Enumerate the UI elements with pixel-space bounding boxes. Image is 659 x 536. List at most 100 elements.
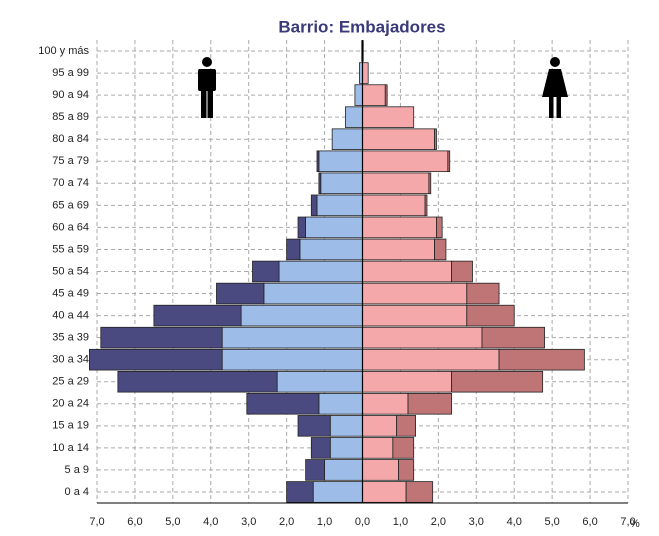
bar	[216, 282, 265, 305]
y-tick-label: 20 a 24	[52, 398, 89, 410]
x-tick-label: 6,0	[582, 516, 597, 528]
bar	[324, 459, 363, 481]
x-axis-label: %	[630, 518, 640, 530]
y-tick-label: 40 a 44	[52, 310, 89, 322]
x-tick-label: 6,0	[127, 516, 142, 528]
y-tick-label: 65 a 69	[52, 199, 89, 211]
bar	[362, 84, 386, 106]
bar	[451, 370, 544, 393]
female-icon	[542, 57, 568, 118]
bar	[331, 128, 363, 150]
bar	[498, 348, 585, 371]
x-tick-label: 4,0	[507, 516, 522, 528]
bar	[362, 282, 468, 305]
bar	[362, 459, 399, 481]
bar	[246, 393, 320, 415]
bar	[320, 172, 363, 195]
bar	[424, 194, 428, 217]
bar	[221, 326, 363, 349]
x-tick-label: 1,0	[393, 516, 408, 528]
bar	[286, 238, 301, 261]
x-tick-label: 3,0	[469, 516, 484, 528]
x-tick-label: 7,0	[89, 516, 104, 528]
bar	[362, 172, 430, 195]
bar	[345, 106, 363, 128]
x-tick-label: 5,0	[165, 516, 180, 528]
y-tick-label: 35 a 39	[52, 332, 89, 344]
icons	[198, 57, 568, 118]
bar	[407, 393, 453, 415]
bar	[312, 481, 363, 503]
bar	[89, 348, 223, 371]
bar	[297, 415, 331, 437]
male-icon	[198, 57, 216, 118]
bar	[362, 150, 449, 173]
bar	[286, 481, 314, 503]
y-tick-label: 75 a 79	[52, 155, 89, 167]
y-tick-label: 50 a 54	[52, 265, 89, 277]
bar	[362, 194, 426, 217]
x-tick-label: 5,0	[544, 516, 559, 528]
bar	[297, 216, 307, 239]
y-tick-label: 70 a 74	[52, 177, 89, 189]
x-tick-label: 2,0	[279, 516, 294, 528]
bar	[362, 415, 398, 437]
bar	[310, 437, 331, 459]
bar	[329, 437, 363, 459]
bar	[428, 172, 432, 195]
chart-title: Barrio: Embajadores	[278, 17, 445, 36]
bar	[318, 172, 322, 195]
bar	[466, 282, 500, 305]
bar	[362, 238, 435, 261]
bar	[396, 415, 416, 437]
y-tick-label: 55 a 59	[52, 243, 89, 255]
bar	[278, 260, 363, 283]
bar	[434, 128, 437, 150]
bar	[318, 150, 363, 173]
bar	[305, 459, 325, 481]
bar	[276, 370, 363, 393]
bar	[221, 348, 363, 371]
y-tick-label: 30 a 34	[52, 354, 89, 366]
bar	[362, 106, 415, 128]
y-tick-label: 95 a 99	[52, 67, 89, 79]
y-tick-label: 0 a 4	[65, 486, 89, 498]
bar	[436, 216, 443, 239]
bar	[362, 216, 437, 239]
bar	[362, 370, 453, 393]
bar	[362, 304, 468, 327]
x-tick-label: 4,0	[203, 516, 218, 528]
bar	[329, 415, 363, 437]
bar	[100, 326, 223, 349]
x-tick-label: 3,0	[241, 516, 256, 528]
bar	[305, 216, 363, 239]
bar	[362, 393, 409, 415]
bar	[362, 62, 369, 84]
bar	[354, 84, 363, 106]
y-tick-label: 5 a 9	[65, 464, 89, 476]
bar	[481, 326, 545, 349]
bar	[310, 194, 318, 217]
y-tick-label: 85 a 89	[52, 111, 89, 123]
bar	[362, 128, 435, 150]
bar	[405, 481, 434, 503]
y-tick-label: 25 a 29	[52, 376, 89, 388]
bar	[384, 84, 388, 106]
bar	[299, 238, 363, 261]
bar	[153, 304, 242, 327]
bar	[362, 326, 483, 349]
bar	[451, 260, 473, 283]
bar	[316, 194, 363, 217]
y-tick-label: 15 a 19	[52, 420, 89, 432]
bar	[362, 481, 407, 503]
x-tick-label: 7,0	[620, 516, 635, 528]
y-tick-label: 45 a 49	[52, 287, 89, 299]
bar	[252, 260, 280, 283]
x-tick-label: 2,0	[431, 516, 446, 528]
bar	[117, 370, 278, 393]
bar	[447, 150, 451, 173]
y-tick-label: 100 y más	[38, 45, 89, 57]
bar	[318, 393, 363, 415]
bar	[240, 304, 363, 327]
bar	[392, 437, 415, 459]
